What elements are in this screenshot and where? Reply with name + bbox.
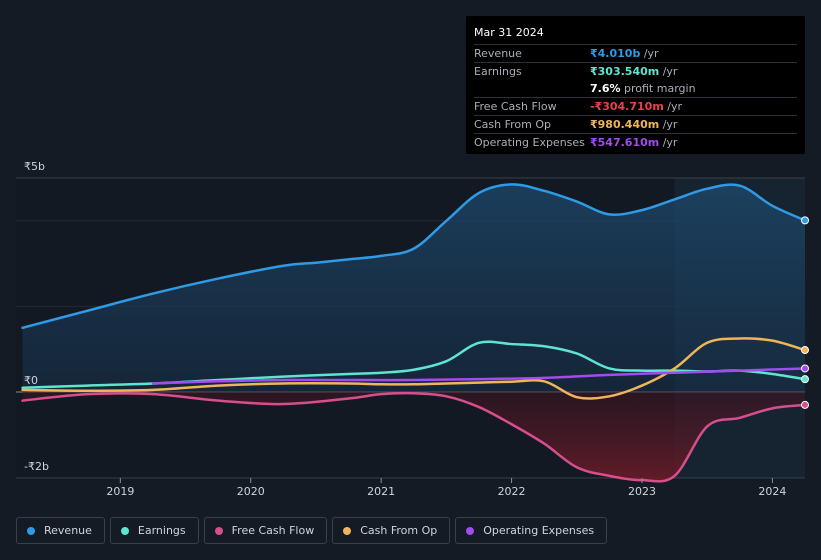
- legend-dot-icon: [343, 526, 352, 535]
- x-axis-ticks: 2019 2020 2021 2022 2023 2024: [106, 478, 786, 498]
- tooltip-date: Mar 31 2024: [474, 26, 544, 39]
- tooltip-row-label: Revenue: [474, 47, 522, 60]
- line-free-cash-flow: [21, 391, 807, 483]
- y-tick-label-zero: ₹0: [24, 374, 38, 387]
- series-endpoints: [801, 216, 809, 409]
- legend-dot-icon: [466, 526, 475, 535]
- tooltip-row: Free Cash Flow -₹304.710m /yr: [474, 97, 797, 115]
- series-areas: [22, 184, 806, 482]
- legend-label: Free Cash Flow: [231, 524, 315, 537]
- tooltip-row-label: Cash From Op: [474, 118, 552, 131]
- tooltip-panel: Mar 31 2024 Revenue ₹4.010b /yr Earnings ₹3…: [466, 16, 805, 154]
- x-tick-label: 2024: [758, 485, 786, 498]
- legend-item-earnings[interactable]: Earnings: [109, 517, 199, 544]
- y-tick-label-top: ₹5b: [24, 160, 45, 173]
- endpoint-free-cash-flow: [801, 400, 809, 409]
- tooltip-row-label: [474, 80, 590, 97]
- tooltip-row-value: -₹304.710m /yr: [590, 100, 683, 113]
- line-revenue: [21, 183, 807, 330]
- area-revenue: [22, 184, 806, 392]
- x-tick-label: 2022: [498, 485, 526, 498]
- series-lines: [21, 183, 807, 483]
- tooltip-row-label: Earnings: [474, 65, 522, 78]
- area-free-cash-flow: [22, 392, 806, 482]
- legend-item-revenue[interactable]: Revenue: [16, 517, 105, 544]
- x-tick-label: 2019: [106, 485, 134, 498]
- endpoint-earnings: [801, 375, 809, 384]
- x-tick-label: 2021: [367, 485, 395, 498]
- endpoint-operating-expenses: [801, 364, 809, 373]
- tooltip-row: Revenue ₹4.010b /yr: [474, 44, 797, 62]
- tooltip-row: Earnings ₹303.540m /yr: [474, 62, 797, 80]
- legend-item-free-cash-flow[interactable]: Free Cash Flow: [203, 517, 328, 544]
- legend-item-operating-expenses[interactable]: Operating Expenses: [455, 517, 608, 544]
- legend-label: Revenue: [44, 524, 92, 537]
- legend-dot-icon: [27, 526, 35, 535]
- chart-legend: Revenue Earnings Free Cash Flow Cash From O…: [16, 517, 608, 544]
- legend-dot-icon: [120, 526, 129, 535]
- tooltip-row-value: ₹303.540m /yr: [590, 65, 678, 78]
- tooltip-row: Cash From Op ₹980.440m /yr: [474, 115, 797, 133]
- y-tick-label-bottom: -₹2b: [24, 460, 49, 473]
- tooltip-row-value: ₹980.440m /yr: [590, 118, 678, 131]
- tooltip-row-value: 7.6% profit margin: [590, 82, 696, 95]
- tooltip-row: Operating Expenses ₹547.610m /yr: [474, 133, 797, 151]
- legend-dot-icon: [214, 526, 223, 535]
- tooltip-row-value: ₹547.610m /yr: [590, 136, 678, 149]
- legend-item-cash-from-op[interactable]: Cash From Op: [332, 517, 451, 544]
- tooltip-row-label: Operating Expenses: [474, 136, 585, 149]
- tooltip-row-label: Free Cash Flow: [474, 100, 557, 113]
- x-tick-label: 2023: [628, 485, 656, 498]
- legend-label: Earnings: [137, 524, 186, 537]
- x-tick-label: 2020: [237, 485, 265, 498]
- line-cash-from-op: [21, 337, 807, 400]
- legend-label: Operating Expenses: [483, 524, 595, 537]
- endpoint-revenue: [801, 216, 809, 225]
- line-operating-expenses: [151, 367, 807, 385]
- legend-label: Cash From Op: [360, 524, 438, 537]
- tooltip-row: 7.6% profit margin: [474, 80, 797, 97]
- endpoint-cash-from-op: [801, 346, 809, 355]
- tooltip-row-value: ₹4.010b /yr: [590, 47, 659, 60]
